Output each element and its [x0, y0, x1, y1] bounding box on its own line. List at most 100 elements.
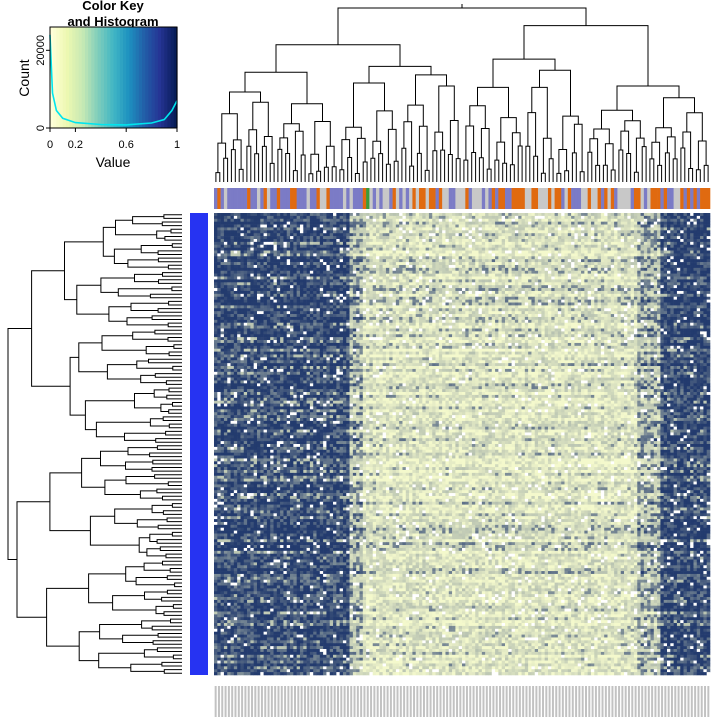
- heatmap-cell: [342, 285, 347, 289]
- column-side-cell: [610, 188, 615, 209]
- heatmap-cell: [290, 299, 294, 303]
- heatmap-cell: [594, 276, 598, 280]
- heatmap-cell: [690, 285, 694, 289]
- heatmap-cell: [326, 238, 331, 243]
- heatmap-cell: [379, 259, 383, 263]
- heatmap-cell: [412, 250, 417, 254]
- heatmap-cell: [448, 290, 453, 295]
- heatmap-cell: [412, 230, 417, 234]
- heatmap-cell: [590, 241, 595, 246]
- heatmap-cell: [624, 233, 628, 237]
- heatmap-cell: [670, 244, 674, 248]
- heatmap-cell: [455, 264, 459, 269]
- heatmap-cell: [703, 215, 707, 220]
- heatmap-cell: [567, 213, 572, 217]
- heatmap-cell: [376, 296, 380, 300]
- heatmap-cell: [230, 253, 235, 257]
- heatmap-cell: [676, 256, 681, 260]
- heatmap-cell: [247, 221, 251, 225]
- heatmap-cell: [683, 276, 688, 280]
- heatmap-cell: [250, 264, 254, 269]
- heatmap-cell: [319, 227, 324, 231]
- heatmap-cell: [214, 227, 218, 231]
- heatmap-cell: [319, 293, 324, 298]
- heatmap-cell: [667, 264, 671, 269]
- heatmap-cell: [617, 288, 622, 292]
- heatmap-cell: [564, 241, 569, 246]
- heatmap-cell: [399, 293, 403, 298]
- heatmap-cell: [356, 279, 360, 283]
- heatmap-cell: [650, 282, 655, 286]
- heatmap-cell: [686, 264, 691, 269]
- heatmap-cell: [541, 293, 545, 298]
- heatmap-cell: [233, 273, 238, 277]
- heatmap-cell: [306, 233, 311, 237]
- heatmap-cell: [657, 213, 661, 217]
- heatmap-cell: [385, 221, 390, 225]
- heatmap-cell: [488, 267, 493, 272]
- heatmap-cell: [425, 293, 430, 298]
- heatmap-cell: [676, 250, 681, 254]
- heatmap-cell: [706, 218, 711, 222]
- heatmap-cell: [260, 233, 264, 237]
- heatmap-cell: [214, 259, 218, 263]
- column-side-cell: [316, 188, 321, 209]
- heatmap-cell: [333, 218, 337, 222]
- heatmap-cell: [419, 290, 423, 295]
- heatmap-cell: [458, 276, 463, 280]
- heatmap-cell: [260, 230, 264, 234]
- heatmap-cell: [352, 276, 357, 280]
- heatmap-cell: [686, 236, 691, 240]
- heatmap-cell: [640, 253, 645, 257]
- heatmap-cell: [448, 221, 453, 225]
- heatmap-cell: [273, 253, 278, 257]
- heatmap-cell: [604, 282, 608, 286]
- heatmap-cell: [415, 253, 420, 257]
- heatmap-cell: [653, 267, 658, 272]
- heatmap-cell: [703, 290, 707, 295]
- heatmap-cell: [263, 288, 268, 292]
- heatmap-cell: [471, 293, 476, 298]
- heatmap-cell: [333, 244, 337, 248]
- heatmap-cell: [432, 215, 436, 220]
- heatmap-cell: [633, 244, 638, 248]
- heatmap-cell: [534, 273, 539, 277]
- heatmap-cell: [303, 256, 307, 260]
- color-key-swatch: [164, 27, 169, 128]
- heatmap-cell: [217, 213, 221, 217]
- heatmap-cell: [471, 221, 476, 225]
- heatmap-cell: [600, 230, 605, 234]
- heatmap-cell: [323, 293, 327, 298]
- heatmap-cell: [561, 288, 565, 292]
- heatmap-cell: [336, 256, 340, 260]
- heatmap-cell: [643, 279, 648, 283]
- column-side-cell: [650, 188, 655, 209]
- heatmap-cell: [610, 264, 615, 269]
- heatmap-cell: [561, 290, 565, 295]
- dendrogram-branch: [7, 328, 32, 560]
- dendrogram-branch: [438, 85, 455, 133]
- heatmap-cell: [333, 241, 337, 246]
- heatmap-cell: [280, 241, 284, 246]
- heatmap-cell: [359, 230, 364, 234]
- dendrogram-branch: [294, 130, 304, 171]
- heatmap-cell: [531, 233, 536, 237]
- color-key-x-tick-label: 1: [174, 139, 180, 151]
- heatmap-cell: [647, 267, 651, 272]
- heatmap-cell: [637, 236, 641, 240]
- row-dendrogram: [7, 214, 182, 674]
- heatmap-cell: [352, 267, 357, 272]
- heatmap-cell: [299, 230, 304, 234]
- heatmap-cell: [303, 236, 307, 240]
- heatmap-cell: [686, 276, 691, 280]
- dendrogram-branch: [494, 159, 500, 182]
- heatmap-cell: [428, 250, 433, 254]
- heatmap-cell: [680, 259, 684, 263]
- dendrogram-branch: [434, 131, 444, 151]
- heatmap-cell: [561, 233, 565, 237]
- heatmap-cell: [465, 224, 469, 228]
- heatmap-cell: [329, 259, 334, 263]
- column-side-cell: [230, 188, 235, 209]
- heatmap-cell: [660, 270, 665, 274]
- heatmap-cell: [276, 259, 281, 263]
